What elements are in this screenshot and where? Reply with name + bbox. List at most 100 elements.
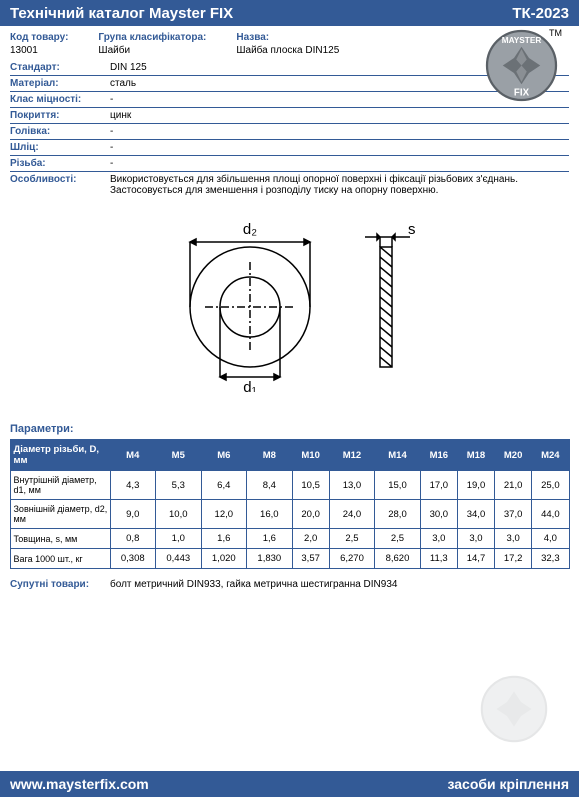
svg-text:d₁: d₁: [243, 379, 256, 392]
params-table: Діаметр різьби, D, ммM4M5M6M8M10M12M14M1…: [10, 439, 570, 569]
spec-value: Використовується для збільшення площі оп…: [110, 174, 569, 196]
table-header: M5: [156, 440, 202, 471]
table-cell: 0,308: [110, 549, 156, 569]
spec-row: Голівка:-: [10, 124, 569, 140]
spec-label: Голівка:: [10, 126, 110, 137]
params-title: Параметри:: [0, 415, 579, 439]
spec-label: Матеріал:: [10, 78, 110, 89]
watermark-icon: [479, 674, 549, 747]
svg-text:MAYSTER: MAYSTER: [502, 36, 542, 45]
table-cell: 1,6: [247, 529, 293, 549]
footer-url: www.maysterfix.com: [10, 776, 149, 792]
related-label: Супутні товари:: [10, 579, 110, 590]
table-cell: 13,0: [329, 471, 375, 500]
svg-text:FIX: FIX: [514, 88, 530, 99]
row-label: Зовнішній діаметр, d2, мм: [10, 500, 110, 529]
table-cell: 3,0: [495, 529, 532, 549]
logo-icon: MAYSTER FIX: [484, 28, 559, 103]
table-cell: 37,0: [495, 500, 532, 529]
table-cell: 9,0: [110, 500, 156, 529]
table-cell: 44,0: [532, 500, 569, 529]
table-cell: 1,020: [201, 549, 247, 569]
table-cell: 14,7: [457, 549, 494, 569]
technical-diagram: d₂ d₁ s: [0, 202, 579, 415]
table-header: M12: [329, 440, 375, 471]
svg-text:s: s: [408, 221, 416, 238]
top-info: Код товару: 13001 Група класифікатора: Ш…: [0, 26, 579, 56]
table-cell: 32,3: [532, 549, 569, 569]
table-cell: 24,0: [329, 500, 375, 529]
table-cell: 2,5: [375, 529, 421, 549]
table-header: M24: [532, 440, 569, 471]
table-row: Зовнішній діаметр, d2, мм9,010,012,016,0…: [10, 500, 569, 529]
spec-value: цинк: [110, 110, 569, 121]
spec-value: -: [110, 142, 569, 153]
table-cell: 11,3: [420, 549, 457, 569]
table-cell: 4,3: [110, 471, 156, 500]
spec-label: Різьба:: [10, 158, 110, 169]
product-code-block: Код товару: 13001: [10, 32, 68, 56]
table-cell: 1,6: [201, 529, 247, 549]
table-header: M6: [201, 440, 247, 471]
header-code: ТК-2023: [512, 5, 569, 22]
table-cell: 4,0: [532, 529, 569, 549]
table-cell: 28,0: [375, 500, 421, 529]
table-header: M16: [420, 440, 457, 471]
table-cell: 3,0: [457, 529, 494, 549]
table-cell: 8,620: [375, 549, 421, 569]
table-cell: 19,0: [457, 471, 494, 500]
table-header: M18: [457, 440, 494, 471]
table-header: M4: [110, 440, 156, 471]
svg-text:d₂: d₂: [242, 221, 256, 238]
row-label: Вага 1000 шт., кг: [10, 549, 110, 569]
table-cell: 1,0: [156, 529, 202, 549]
code-value: 13001: [10, 43, 68, 56]
table-cell: 20,0: [292, 500, 329, 529]
table-cell: 3,57: [292, 549, 329, 569]
spec-row: Шліц:-: [10, 140, 569, 156]
table-cell: 6,270: [329, 549, 375, 569]
table-header: M8: [247, 440, 293, 471]
group-label: Група класифікатора:: [98, 32, 206, 43]
table-cell: 3,0: [420, 529, 457, 549]
footer-tagline: засоби кріплення: [447, 776, 569, 792]
table-cell: 0,443: [156, 549, 202, 569]
table-header: M20: [495, 440, 532, 471]
table-cell: 34,0: [457, 500, 494, 529]
related-products: Супутні товари: болт метричний DIN933, г…: [0, 569, 579, 600]
washer-diagram-icon: d₂ d₁ s: [140, 212, 440, 392]
table-cell: 30,0: [420, 500, 457, 529]
spec-label: Стандарт:: [10, 62, 110, 73]
table-cell: 2,5: [329, 529, 375, 549]
table-cell: 21,0: [495, 471, 532, 500]
table-cell: 10,0: [156, 500, 202, 529]
footer-bar: www.maysterfix.com засоби кріплення: [0, 771, 579, 797]
name-label: Назва:: [236, 32, 339, 43]
spec-value: -: [110, 158, 569, 169]
brand-logo: ТМ MAYSTER FIX: [484, 28, 564, 108]
tm-label: ТМ: [549, 28, 562, 38]
code-label: Код товару:: [10, 32, 68, 43]
table-header: M10: [292, 440, 329, 471]
spec-row: Особливості:Використовується для збільше…: [10, 172, 569, 198]
table-cell: 1,830: [247, 549, 293, 569]
name-value: Шайба плоска DIN125: [236, 43, 339, 56]
table-cell: 16,0: [247, 500, 293, 529]
spec-label: Особливості:: [10, 174, 110, 196]
spec-label: Клас міцності:: [10, 94, 110, 105]
table-row: Внутрішній діаметр, d1, мм4,35,36,48,410…: [10, 471, 569, 500]
table-cell: 17,0: [420, 471, 457, 500]
spec-value: -: [110, 126, 569, 137]
related-value: болт метричний DIN933, гайка метрична ше…: [110, 579, 397, 590]
table-header: M14: [375, 440, 421, 471]
spec-row: Різьба:-: [10, 156, 569, 172]
name-block: Назва: Шайба плоска DIN125: [236, 32, 339, 56]
row-label: Внутрішній діаметр, d1, мм: [10, 471, 110, 500]
table-cell: 15,0: [375, 471, 421, 500]
table-cell: 5,3: [156, 471, 202, 500]
row-label: Товщина, s, мм: [10, 529, 110, 549]
group-value: Шайби: [98, 43, 206, 56]
header-title: Технічний каталог Mayster FIX: [10, 5, 233, 22]
table-cell: 17,2: [495, 549, 532, 569]
table-cell: 12,0: [201, 500, 247, 529]
